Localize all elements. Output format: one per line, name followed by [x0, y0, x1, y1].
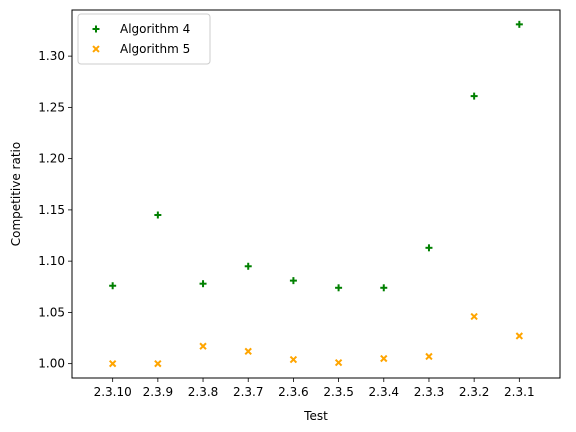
- x-axis-title: Test: [303, 409, 328, 423]
- data-points: [108, 20, 524, 368]
- y-tick-label: 1.15: [38, 203, 65, 217]
- y-tick-label: 1.00: [38, 357, 65, 371]
- y-tick-label: 1.05: [38, 305, 65, 319]
- data-point-algorithm-4: [109, 282, 117, 290]
- y-tick-label: 1.10: [38, 254, 65, 268]
- x-tick-label: 2.3.7: [233, 385, 264, 399]
- data-point-algorithm-4: [335, 284, 343, 292]
- data-point-algorithm-4: [470, 92, 478, 100]
- legend-marker-glyph: [92, 45, 100, 53]
- data-point-algorithm-5: [154, 359, 162, 368]
- legend-box: [77, 13, 211, 65]
- x-tick-label: 2.3.1: [504, 385, 535, 399]
- data-point-algorithm-4: [244, 262, 252, 270]
- data-point-algorithm-5: [334, 358, 343, 367]
- data-point-algorithm-5: [425, 352, 433, 361]
- legend: Algorithm 4 Algorithm 5: [77, 13, 211, 65]
- data-point-algorithm-4: [289, 277, 297, 285]
- data-point-algorithm-4: [380, 284, 388, 292]
- y-axis-ticks: 1.00 1.05 1.10 1.15 1.20 1.25 1.30: [38, 49, 72, 371]
- legend-marker-glyph: [92, 25, 100, 33]
- y-tick-label: 1.25: [38, 100, 65, 114]
- legend-label-algorithm-5: Algorithm 5: [120, 42, 190, 56]
- x-tick-label: 2.3.10: [94, 385, 132, 399]
- x-tick-label: 2.3.2: [459, 385, 490, 399]
- x-tick-label: 2.3.9: [143, 385, 174, 399]
- data-point-algorithm-5: [380, 354, 388, 363]
- x-tick-label: 2.3.5: [323, 385, 354, 399]
- data-point-algorithm-5: [108, 359, 117, 368]
- legend-marker-algorithm-5: [92, 45, 100, 53]
- data-point-algorithm-5: [289, 355, 298, 364]
- data-point-algorithm-5: [199, 342, 207, 350]
- legend-label-algorithm-4: Algorithm 4: [120, 22, 190, 36]
- y-tick-label: 1.20: [38, 152, 65, 166]
- data-point-algorithm-4: [199, 280, 207, 288]
- data-point-algorithm-5: [470, 312, 478, 321]
- x-tick-label: 2.3.4: [369, 385, 400, 399]
- x-tick-label: 2.3.6: [278, 385, 309, 399]
- legend-marker-algorithm-4: [92, 25, 100, 33]
- y-tick-label: 1.30: [38, 49, 65, 63]
- data-point-algorithm-5: [244, 347, 252, 356]
- x-tick-label: 2.3.8: [188, 385, 219, 399]
- plot-area-frame: [71, 9, 561, 379]
- y-axis-title: Competitive ratio: [9, 142, 23, 246]
- data-point-algorithm-4: [425, 244, 433, 252]
- x-axis-ticks: 2.3.10 2.3.9 2.3.8 2.3.7 2.3.6 2.3.5 2.3.4 2.3.…: [94, 378, 535, 399]
- data-point-algorithm-4: [154, 211, 162, 219]
- x-tick-label: 2.3.3: [414, 385, 445, 399]
- data-point-algorithm-4: [515, 20, 523, 28]
- data-point-algorithm-5: [515, 332, 524, 340]
